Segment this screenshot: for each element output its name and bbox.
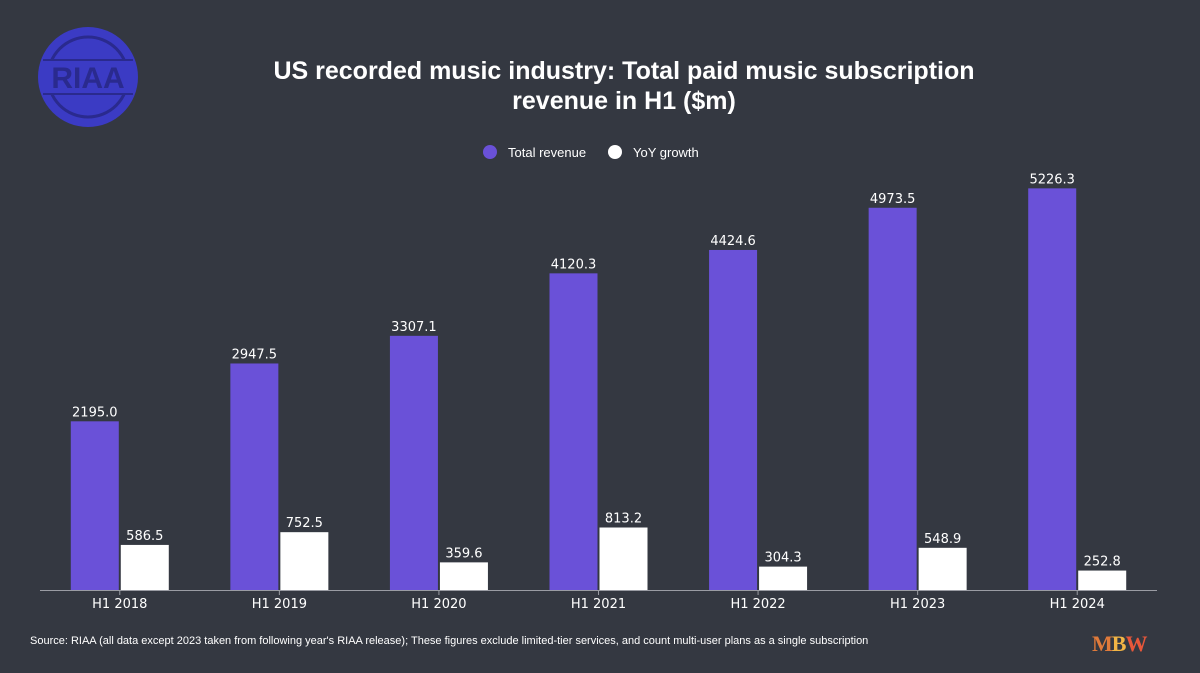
chart-title-line-2: revenue in H1 ($m)	[512, 87, 736, 115]
x-tick-label-5: H1 2023	[890, 597, 945, 612]
x-tick-label-6: H1 2024	[1050, 597, 1105, 612]
x-tick-label-1: H1 2019	[252, 597, 307, 612]
bar-yoy-growth-0	[120, 544, 169, 590]
bar-yoy-growth-1	[280, 532, 329, 590]
data-label-yoy-growth-0: 586.5	[126, 529, 163, 544]
legend-marker-0	[483, 145, 497, 159]
data-label-yoy-growth-6: 252.8	[1084, 555, 1121, 570]
source-note: Source: RIAA (all data except 2023 taken…	[30, 635, 869, 647]
x-tick-label-0: H1 2018	[92, 597, 147, 612]
x-tick-label-3: H1 2021	[571, 597, 626, 612]
data-label-total-revenue-4: 4424.6	[710, 234, 756, 249]
bar-total-revenue-2	[389, 335, 438, 590]
bar-yoy-growth-5	[918, 547, 967, 590]
x-tick-label-2: H1 2020	[411, 597, 466, 612]
data-label-total-revenue-3: 4120.3	[551, 257, 597, 272]
bar-yoy-growth-4	[759, 566, 808, 590]
data-label-total-revenue-6: 5226.3	[1029, 172, 1075, 187]
bar-yoy-growth-6	[1078, 570, 1127, 590]
data-label-total-revenue-5: 4973.5	[870, 192, 916, 207]
bar-total-revenue-6	[1028, 188, 1077, 590]
data-label-yoy-growth-1: 752.5	[286, 516, 323, 531]
bar-total-revenue-1	[230, 363, 279, 590]
chart-title-line-1: US recorded music industry: Total paid m…	[273, 57, 975, 85]
bar-total-revenue-4	[709, 249, 758, 590]
legend: Total revenue YoY growth	[483, 145, 699, 160]
bar-total-revenue-3	[549, 273, 598, 590]
riaa-logo-text: RIAA	[51, 62, 124, 95]
x-tick-label-4: H1 2022	[730, 597, 785, 612]
legend-label-0: Total revenue	[508, 145, 586, 160]
data-label-yoy-growth-2: 359.6	[445, 546, 482, 561]
mbw-logo: MBW	[1092, 631, 1147, 656]
bar-yoy-growth-3	[599, 527, 648, 590]
data-label-total-revenue-0: 2195.0	[72, 405, 118, 420]
legend-label-1: YoY growth	[633, 145, 699, 160]
data-label-total-revenue-2: 3307.1	[391, 320, 437, 335]
bar-total-revenue-5	[868, 207, 917, 590]
data-label-yoy-growth-5: 548.9	[924, 532, 961, 547]
data-label-total-revenue-1: 2947.5	[232, 347, 278, 362]
data-label-yoy-growth-4: 304.3	[764, 551, 801, 566]
riaa-logo: RIAA	[38, 27, 138, 127]
bar-yoy-growth-2	[439, 562, 488, 590]
bar-total-revenue-0	[70, 421, 119, 590]
data-label-yoy-growth-3: 813.2	[605, 512, 642, 527]
legend-marker-1	[608, 145, 622, 159]
chart-title: US recorded music industry: Total paid m…	[0, 56, 1200, 116]
